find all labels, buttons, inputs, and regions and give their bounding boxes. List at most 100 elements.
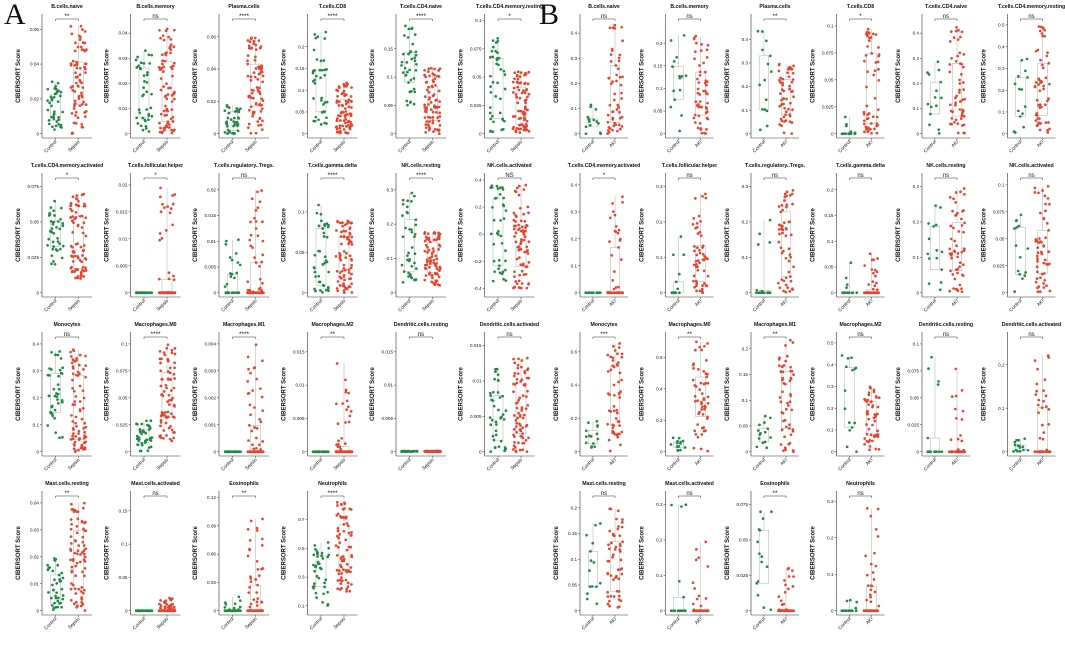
data-point-ctrl [53, 394, 57, 398]
data-point-case [525, 265, 529, 268]
data-point-case [345, 408, 348, 411]
data-point-case [162, 85, 166, 88]
subplot-title: B.cells.memory [670, 4, 708, 10]
data-point-ctrl [54, 84, 58, 88]
data-point-case [348, 589, 352, 593]
data-point-ctrl [1018, 272, 1022, 276]
data-point-ctrl [598, 581, 602, 585]
data-point-case [614, 64, 618, 67]
data-point-case [73, 270, 77, 274]
data-point-case [256, 78, 260, 81]
x-tick-label-control: Control [397, 139, 412, 154]
data-point-case [522, 238, 526, 242]
data-point-case [344, 229, 348, 233]
data-point-case [335, 229, 338, 232]
data-point-ctrl [145, 419, 148, 423]
y-tick-label: 0.05 [296, 250, 305, 255]
data-point-case [76, 223, 80, 227]
significance-bracket [320, 495, 345, 498]
y-axis-label: CIBERSORT Score [896, 367, 902, 421]
data-point-case [160, 393, 164, 396]
data-point-ctrl [402, 449, 406, 453]
data-point-ctrl [149, 609, 153, 613]
data-point-case [431, 116, 435, 119]
data-point-case [607, 409, 611, 413]
data-point-case [75, 359, 78, 362]
y-tick-label: 0.05 [996, 236, 1005, 241]
data-point-case [166, 410, 170, 414]
significance-label: **** [416, 172, 427, 179]
data-point-case [258, 443, 261, 447]
subplot-title: Dendritic.cells.activated [480, 322, 539, 328]
data-point-case [862, 110, 866, 114]
data-point-ctrl [321, 283, 325, 287]
data-point-case [866, 398, 870, 402]
y-tick-label: 0.2 [998, 88, 1005, 93]
data-point-case [349, 566, 353, 569]
data-point-ctrl [407, 251, 410, 255]
data-point-case [347, 569, 350, 572]
data-point-case [954, 201, 958, 204]
data-point-ctrl [679, 448, 682, 452]
data-point-case [792, 64, 795, 68]
data-point-case [73, 254, 77, 258]
significance-bracket [1020, 336, 1043, 339]
data-point-case [779, 92, 782, 95]
data-point-case [792, 373, 795, 377]
data-point-case [424, 243, 428, 247]
data-point-case [341, 515, 345, 519]
data-point-ctrl [224, 239, 228, 243]
data-point-case [169, 65, 173, 69]
data-point-case [1035, 265, 1039, 269]
subplot-b-8: T.cells.follicular.helperns00.10.20.3CIB… [640, 163, 718, 313]
data-point-case [700, 392, 704, 395]
y-tick-label: 0.05 [825, 77, 834, 82]
data-point-case [514, 93, 518, 96]
data-point-case [514, 419, 518, 422]
data-point-case [516, 363, 520, 367]
data-point-case [334, 544, 338, 547]
data-point-case [1037, 191, 1040, 195]
data-point-ctrl [499, 219, 502, 222]
data-point-case [340, 230, 343, 234]
data-point-ctrl [51, 125, 54, 129]
data-point-case [77, 432, 80, 435]
data-point-ctrl [230, 291, 234, 295]
data-point-ctrl [927, 237, 931, 241]
data-point-ctrl [587, 291, 591, 295]
data-point-ctrl [56, 383, 60, 387]
data-point-ctrl [502, 277, 505, 281]
data-point-case [334, 254, 338, 258]
data-point-case [77, 448, 80, 452]
data-point-case [81, 265, 85, 269]
data-point-ctrl [409, 90, 413, 93]
data-point-case [621, 200, 624, 204]
data-point-case [251, 443, 254, 447]
data-point-ctrl [410, 26, 414, 30]
y-tick-label: 0.3 [298, 575, 305, 580]
data-point-ctrl [672, 609, 675, 613]
data-point-case [84, 425, 88, 429]
data-point-case [790, 67, 794, 71]
data-point-case [336, 280, 340, 283]
data-point-ctrl [1018, 87, 1021, 91]
data-point-case [950, 252, 954, 255]
data-point-case [248, 40, 252, 44]
data-point-case [618, 396, 622, 399]
x-tick-label-sepsis: Sepsis [332, 298, 347, 313]
y-tick-label: 0.05 [119, 395, 128, 400]
data-point-case [167, 426, 171, 430]
data-point-ctrl [53, 128, 56, 131]
y-tick-label: 0.1 [33, 422, 40, 427]
data-point-case [519, 206, 522, 210]
data-point-case [438, 269, 441, 272]
data-point-case [261, 281, 264, 285]
data-point-case [872, 291, 876, 294]
data-point-case [870, 52, 874, 55]
data-point-case [168, 211, 172, 215]
y-tick-label: 0.15 [825, 213, 834, 218]
significance-bracket [934, 18, 958, 21]
data-point-case [162, 109, 166, 113]
data-point-case [513, 275, 516, 279]
significance-bracket [55, 177, 79, 180]
